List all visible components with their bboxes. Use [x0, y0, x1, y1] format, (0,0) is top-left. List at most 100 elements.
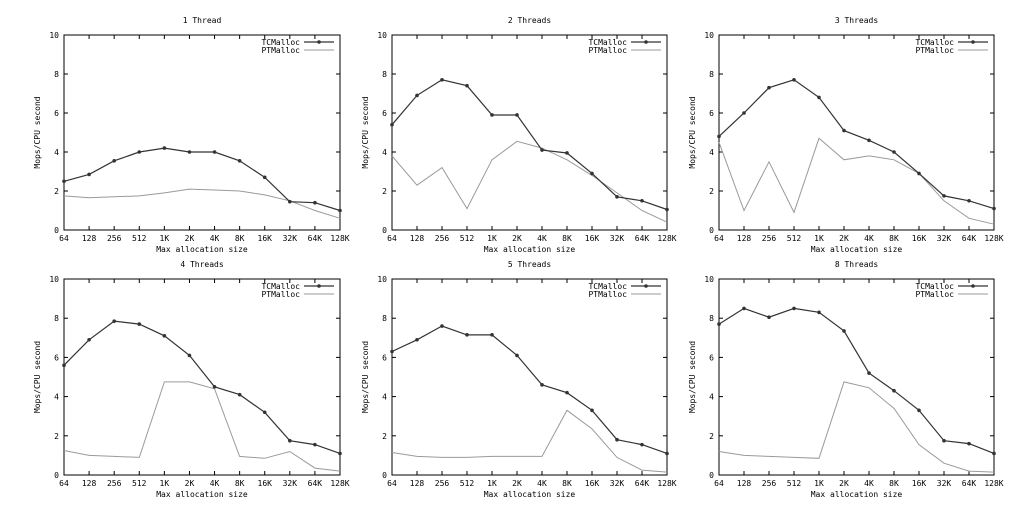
x-tick-label: 1K	[814, 234, 824, 243]
x-tick-label: 512	[787, 479, 802, 488]
y-tick-label: 0	[709, 471, 714, 480]
x-tick-label: 64K	[308, 479, 323, 488]
data-point-tcmalloc	[338, 208, 342, 213]
data-point-tcmalloc	[515, 353, 519, 358]
x-tick-label: 128K	[330, 234, 349, 243]
data-point-tcmalloc	[792, 78, 796, 82]
y-tick-label: 8	[709, 314, 714, 323]
x-tick-label: 1K	[487, 479, 497, 488]
legend-label-ptmalloc: PTMalloc	[915, 290, 954, 299]
y-tick-label: 6	[54, 353, 59, 362]
x-tick-label: 8K	[562, 479, 572, 488]
legend-marker-tcmalloc	[644, 40, 648, 44]
x-tick-label: 2K	[185, 479, 195, 488]
data-point-tcmalloc	[87, 337, 91, 342]
series-line-tcmalloc	[391, 325, 668, 454]
x-tick-label: 64K	[308, 234, 323, 243]
y-tick-label: 0	[382, 471, 387, 480]
x-tick-label: 64	[59, 479, 69, 488]
y-axis-label: Mops/CPU second	[33, 96, 42, 168]
chart-6: 8 Threads 0 2 4 6 8 10 64 128 256 512 1K 2K 4K 8K 16K 32…	[688, 260, 1004, 499]
series-line-ptmalloc	[718, 137, 995, 225]
x-tick-label: 8K	[235, 479, 245, 488]
data-point-tcmalloc	[162, 146, 167, 150]
plot-frame	[718, 34, 995, 231]
plot-frame	[718, 278, 995, 476]
data-point-tcmalloc	[767, 85, 771, 90]
data-point-tcmalloc	[917, 408, 921, 413]
y-tick-label: 10	[704, 31, 714, 40]
chart-title: 8 Threads	[835, 260, 879, 269]
x-tick-label: 128	[410, 479, 425, 488]
y-tick-label: 2	[54, 187, 59, 196]
x-tick-label: 8K	[235, 234, 245, 243]
y-axis-label: Mops/CPU second	[361, 341, 370, 413]
y-tick-label: 4	[54, 393, 59, 402]
x-tick-label: 64	[387, 479, 397, 488]
x-tick-label: 512	[787, 234, 802, 243]
data-point-tcmalloc	[212, 150, 217, 154]
data-point-tcmalloc	[565, 390, 569, 395]
data-point-tcmalloc	[917, 171, 921, 176]
data-point-tcmalloc	[792, 306, 796, 311]
y-tick-label: 4	[709, 393, 714, 402]
x-tick-label: 16K	[585, 479, 600, 488]
data-point-tcmalloc	[717, 134, 721, 139]
y-tick-label: 4	[54, 148, 59, 157]
y-axis-label: Mops/CPU second	[688, 96, 697, 168]
y-tick-label: 10	[49, 31, 59, 40]
chart-1: 1 Thread 0 2 4 6 8 10 64 128 256 512 1K 2K 4K 8K 16K 32K…	[33, 16, 350, 254]
x-tick-label: 1K	[814, 479, 824, 488]
y-tick-label: 6	[709, 109, 714, 118]
series-line-ptmalloc	[391, 140, 668, 223]
x-tick-label: 32K	[283, 234, 298, 243]
x-tick-label: 2K	[839, 479, 849, 488]
x-tick-label: 128	[737, 234, 752, 243]
x-tick-label: 512	[132, 234, 147, 243]
x-tick-label: 8K	[562, 234, 572, 243]
y-tick-label: 0	[54, 471, 59, 480]
data-point-tcmalloc	[615, 195, 619, 199]
data-point-tcmalloc	[992, 451, 996, 456]
legend-marker-tcmalloc	[971, 284, 975, 288]
data-point-tcmalloc	[540, 148, 544, 152]
y-tick-label: 2	[709, 432, 714, 441]
data-point-tcmalloc	[742, 111, 746, 115]
data-point-tcmalloc	[415, 337, 419, 342]
y-tick-label: 10	[377, 275, 387, 284]
x-tick-label: 512	[460, 234, 475, 243]
y-tick-label: 4	[382, 148, 387, 157]
x-tick-label: 128	[82, 234, 97, 243]
x-tick-label: 4K	[537, 479, 547, 488]
data-point-tcmalloc	[415, 93, 419, 98]
x-tick-label: 2K	[185, 234, 195, 243]
x-tick-label: 64	[714, 479, 724, 488]
series-line-tcmalloc	[63, 147, 341, 212]
legend-label-ptmalloc: PTMalloc	[261, 290, 300, 299]
data-point-tcmalloc	[867, 371, 871, 375]
x-tick-label: 16K	[258, 479, 273, 488]
x-tick-label: 128	[82, 479, 97, 488]
x-tick-label: 16K	[912, 234, 927, 243]
y-axis-label: Mops/CPU second	[361, 96, 370, 168]
y-axis-label: Mops/CPU second	[688, 341, 697, 413]
legend-label-tcmalloc: TCMalloc	[261, 282, 300, 291]
data-point-tcmalloc	[892, 388, 896, 393]
chart-3: 3 Threads 0 2 4 6 8 10 64 128 256 512 1K 2K 4K 8K 16K 32…	[688, 16, 1004, 254]
y-tick-label: 4	[382, 393, 387, 402]
data-point-tcmalloc	[817, 310, 821, 315]
data-point-tcmalloc	[137, 150, 142, 154]
data-point-tcmalloc	[842, 128, 846, 133]
x-tick-label: 128K	[984, 479, 1003, 488]
y-tick-label: 8	[382, 70, 387, 79]
legend-marker-tcmalloc	[971, 40, 975, 44]
y-tick-label: 10	[49, 275, 59, 284]
x-tick-label: 16K	[258, 234, 273, 243]
x-tick-label: 256	[762, 479, 777, 488]
data-point-tcmalloc	[112, 158, 116, 163]
series-line-tcmalloc	[63, 320, 341, 454]
x-axis-label: Max allocation size	[811, 490, 903, 499]
plot-frame	[63, 278, 341, 476]
legend-label-ptmalloc: PTMalloc	[915, 46, 954, 55]
